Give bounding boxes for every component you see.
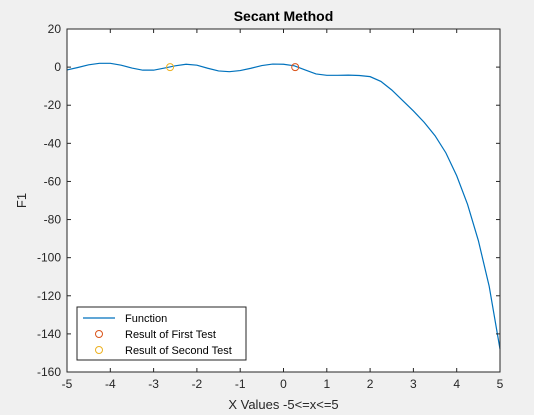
y-tick-label: 0 — [54, 60, 61, 74]
x-tick-label: 1 — [323, 377, 330, 391]
y-tick-label: -80 — [44, 213, 62, 227]
x-axis-label: X Values -5<=x<=5 — [228, 397, 338, 412]
y-tick-label: -140 — [37, 327, 61, 341]
x-axis: -5 -4 -3 -2 -1 0 1 2 3 4 5 — [62, 29, 504, 391]
legend: Function Result of First Test Result of … — [76, 306, 247, 361]
y-tick-label: -120 — [37, 289, 61, 303]
legend-label-function: Function — [125, 313, 167, 325]
series-layer — [66, 62, 501, 350]
y-tick-label: -160 — [37, 365, 61, 379]
y-tick-label: 20 — [48, 22, 62, 36]
legend-label-second-test: Result of Second Test — [125, 345, 232, 357]
y-tick-label: -100 — [37, 251, 61, 265]
y-tick-label: -40 — [44, 136, 62, 150]
y-axis-label: F1 — [14, 193, 29, 208]
y-axis: 20 0 -20 -40 -60 -80 -100 -120 -140 -160 — [37, 22, 500, 379]
chart-title: Secant Method — [234, 8, 334, 24]
x-tick-label: -2 — [192, 377, 203, 391]
legend-swatch-first-test — [95, 330, 103, 338]
marker-first-test-point — [291, 63, 300, 72]
marker-second-test-point — [166, 63, 175, 72]
y-tick-label: -60 — [44, 174, 62, 188]
x-tick-label: 2 — [367, 377, 374, 391]
x-tick-label: 3 — [410, 377, 417, 391]
x-tick-label: 0 — [280, 377, 287, 391]
legend-swatch-second-test — [95, 346, 103, 354]
x-tick-label: 5 — [497, 377, 504, 391]
legend-label-first-test: Result of First Test — [125, 329, 216, 341]
x-tick-label: -3 — [148, 377, 159, 391]
x-tick-label: -5 — [62, 377, 73, 391]
x-tick-label: 4 — [453, 377, 460, 391]
y-tick-label: -20 — [44, 98, 62, 112]
series-line-function — [66, 62, 501, 350]
legend-box — [76, 306, 247, 361]
x-tick-label: -4 — [105, 377, 116, 391]
x-tick-label: -1 — [235, 377, 246, 391]
